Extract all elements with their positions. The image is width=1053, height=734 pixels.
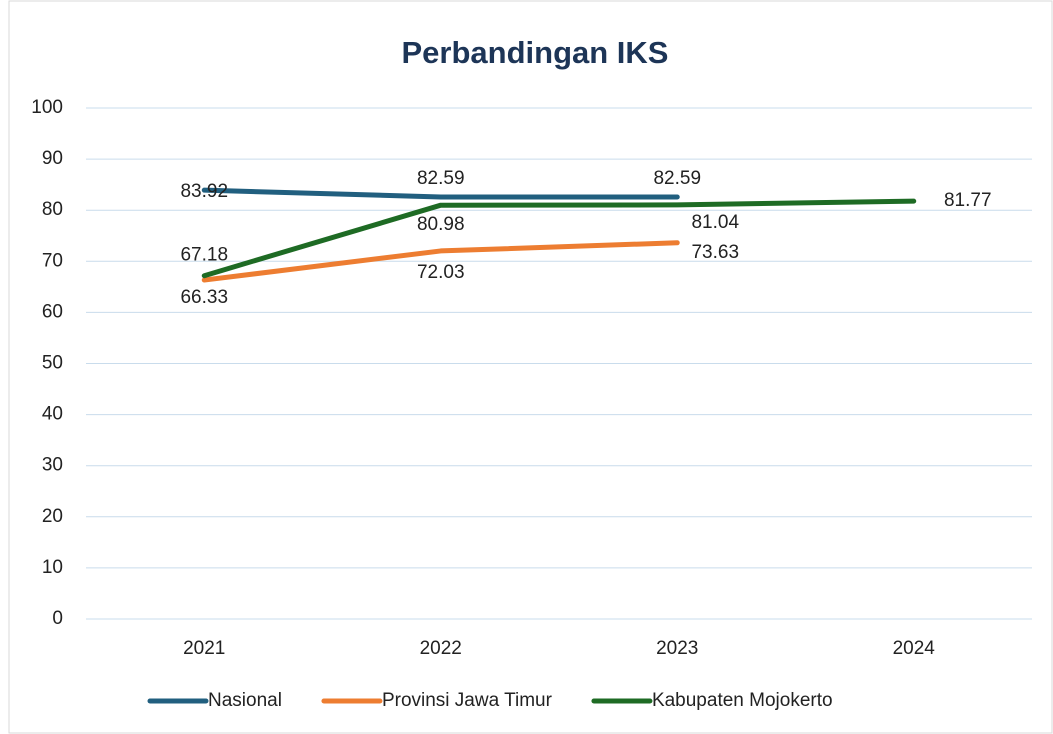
data-label: 81.04 xyxy=(691,212,739,233)
y-tick-label: 30 xyxy=(42,455,63,476)
data-label: 66.33 xyxy=(180,287,228,308)
y-tick-label: 40 xyxy=(42,404,63,425)
series-line xyxy=(201,240,680,283)
x-tick-label: 2024 xyxy=(893,638,936,659)
legend-label: Nasional xyxy=(208,690,282,711)
y-tick-label: 60 xyxy=(42,301,63,322)
x-tick-label: 2023 xyxy=(656,638,698,659)
data-label: 82.59 xyxy=(653,168,701,189)
y-tick-label: 10 xyxy=(42,557,63,578)
y-tick-label: 80 xyxy=(42,199,63,220)
data-label: 67.18 xyxy=(180,245,228,266)
legend-label: Provinsi Jawa Timur xyxy=(382,690,553,711)
x-tick-label: 2022 xyxy=(420,638,462,659)
data-label: 80.98 xyxy=(417,214,465,235)
y-tick-label: 0 xyxy=(52,608,63,629)
series-line xyxy=(201,198,917,279)
data-label: 81.77 xyxy=(944,190,992,211)
x-tick-label: 2021 xyxy=(183,638,225,659)
y-tick-label: 70 xyxy=(42,250,63,271)
y-tick-label: 50 xyxy=(42,353,63,374)
y-tick-label: 20 xyxy=(42,506,63,527)
data-label: 73.63 xyxy=(691,242,739,263)
chart-title: Perbandingan IKS xyxy=(402,35,669,70)
y-tick-label: 90 xyxy=(42,148,63,169)
chart-frame xyxy=(8,0,1053,734)
data-label: 83.92 xyxy=(180,181,228,202)
legend-label: Kabupaten Mojokerto xyxy=(652,690,833,711)
y-tick-label: 100 xyxy=(31,97,63,118)
data-label: 72.03 xyxy=(417,262,465,283)
series-line xyxy=(201,187,680,200)
data-label: 82.59 xyxy=(417,168,465,189)
